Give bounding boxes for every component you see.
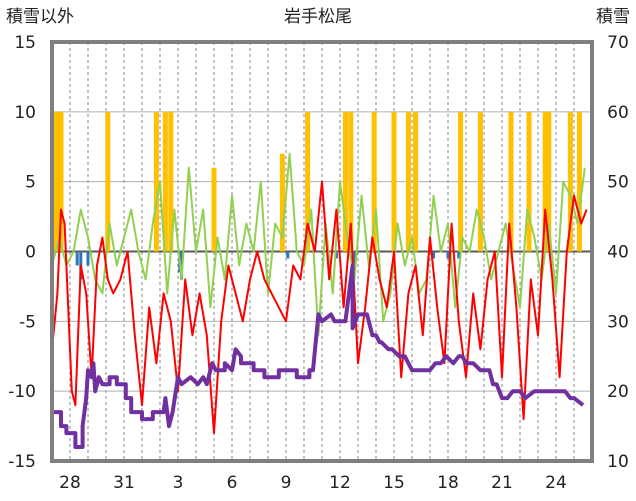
right-tick-label: 50 [607,173,629,193]
left-tick-label: -10 [8,382,36,402]
left-tick-label: -5 [19,312,36,332]
x-tick-label: 21 [491,473,513,493]
precip-bar [458,111,464,252]
precip-bar [405,111,411,252]
precip-bar [576,111,582,252]
sunshine-bar [286,251,290,259]
right-tick-label: 10 [607,452,629,472]
x-tick-label: 6 [227,473,238,493]
x-tick-label: 31 [113,473,135,493]
precip-bar [413,111,419,252]
left-tick-label: -15 [8,452,36,472]
chart-title: 岩手松尾 [284,7,352,27]
sunshine-bar [432,251,436,259]
right-tick-label: 60 [607,103,629,123]
sunshine-bar [334,251,338,259]
precip-bar [162,111,168,252]
x-tick-label: 3 [173,473,184,493]
sunshine-bar [75,251,79,266]
precip-bar [567,111,573,252]
sunshine-bar [352,251,356,266]
precip-bar [526,111,532,252]
precip-bar [153,111,159,252]
x-tick-label: 28 [59,473,81,493]
sunshine-bar [86,251,90,266]
precip-bar [279,153,285,252]
precip-bar [342,111,348,252]
x-tick-label: 9 [281,473,292,493]
left-axis-title: 積雪以外 [6,7,74,27]
right-tick-label: 70 [607,33,629,53]
precip-bar [305,111,311,252]
left-tick-label: 5 [25,173,36,193]
plot-frame [50,40,594,463]
right-tick-label: 30 [607,312,629,332]
x-tick-label: 18 [437,473,459,493]
precip-bar [371,111,377,252]
precip-bar [211,167,217,252]
series-layer [51,111,588,449]
left-tick-label: 0 [25,243,36,263]
right-axis-title: 積雪 [596,7,630,27]
snow_depth-line [52,263,585,449]
precip-bar [477,111,483,252]
left-tick-label: 10 [14,103,36,123]
precip-bar [542,111,548,252]
precip-bar [546,111,552,252]
precip-bar [168,111,174,252]
right-tick-label: 40 [607,243,629,263]
temperature-line [51,180,588,435]
precip-bar [348,111,354,252]
precip-bar [58,111,64,252]
labels-layer: 積雪以外 岩手松尾 積雪 [6,7,630,27]
left-tick-label: 15 [14,33,36,53]
precip-bar [54,111,59,252]
right-tick-label: 20 [607,382,629,402]
precip-bar [508,111,514,252]
x-tick-label: 15 [383,473,405,493]
sunshine-bar [457,251,461,259]
x-tick-label: 24 [545,473,567,493]
x-tick-label: 12 [329,473,351,493]
precip-bar [391,111,397,252]
precip-bar [105,111,111,252]
sunshine-bar [446,251,450,259]
